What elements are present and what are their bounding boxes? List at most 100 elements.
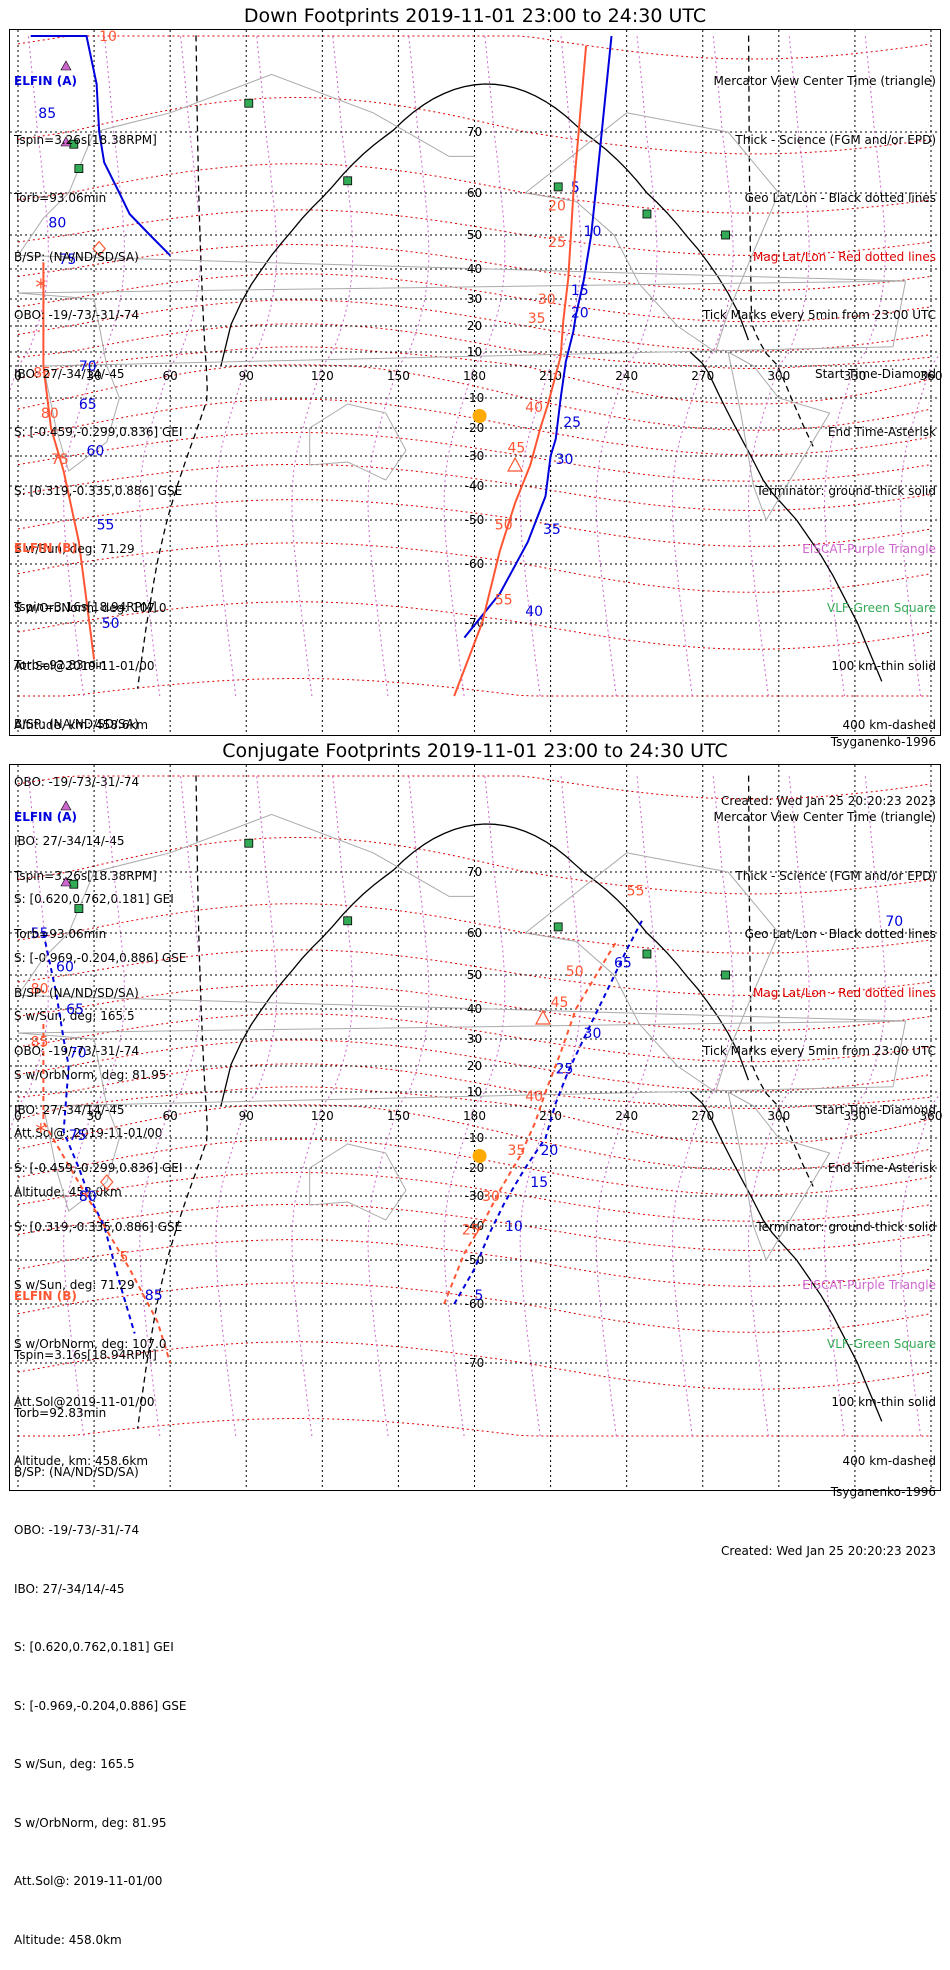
terminator-north: [220, 823, 750, 1107]
coastline: [727, 1091, 831, 1262]
elfin-a-time-tick: 80: [48, 215, 66, 231]
info-line: Torb=92.83min: [14, 658, 107, 672]
vlf-station-marker: [343, 916, 353, 926]
conjugate-panel-frame: [9, 764, 941, 1491]
elfin-b-time-tick: 20: [548, 199, 566, 215]
lon-tick-label: 240: [615, 369, 638, 383]
elfin-b-time-tick: 35: [528, 311, 546, 327]
coastline: [524, 112, 780, 353]
elfin-a-time-tick: 65: [614, 955, 632, 971]
down-legend: Mercator View Center Time (triangle) Thi…: [703, 33, 936, 755]
mag-lat-line: [17, 903, 932, 954]
end-asterisk-marker: *: [35, 1121, 46, 1146]
elfin-a-time-tick: 85: [38, 106, 56, 122]
info-line: S: [0.620,0.762,0.181] GEI: [14, 1640, 174, 1654]
sun-subpoint-marker: [472, 409, 487, 423]
info-line: B/SP: (NA/ND/SD/SA): [14, 716, 139, 731]
eiscat-triangle-marker: [60, 136, 72, 147]
info-line: S w/Sun, deg: 71.29: [14, 542, 135, 556]
lon-tick-label: 150: [387, 369, 410, 383]
coastline: [309, 403, 407, 481]
elfin-b-time-tick: 85: [31, 1035, 49, 1051]
info-line: Altitude, km: 458.6km: [14, 1453, 149, 1468]
lon-tick-label: 180: [463, 369, 486, 383]
legend-line: 400 km-dashed: [842, 1453, 936, 1468]
elfin-a-time-tick: 15: [571, 283, 589, 299]
info-line: IBO: 27/-34/14/-45: [14, 1102, 125, 1117]
elfin-a-time-tick: 60: [86, 443, 104, 459]
conjugate-legend: Mercator View Center Time (triangle) Thi…: [703, 769, 936, 1491]
info-line: S w/Sun, deg: 71.29: [14, 1278, 135, 1292]
legend-line: Start Time-Diamond: [814, 366, 936, 381]
lon-tick-label: 330: [843, 369, 866, 383]
center-time-triangle: [534, 1009, 551, 1025]
coastline: [17, 813, 906, 1022]
model-label: Tsyganenko-1996: [830, 1485, 936, 1499]
lon-tick-label: 0: [14, 369, 22, 383]
lon-tick-label: 0: [14, 1109, 22, 1123]
lon-tick-label: 90: [239, 369, 254, 383]
lon-tick-label: 360: [920, 1109, 943, 1123]
elfin-b-time-tick: 35: [507, 1143, 525, 1159]
elfin-a-time-tick: 15: [530, 1175, 548, 1191]
legend-line: End Time-Asterisk: [827, 1161, 936, 1175]
vlf-station-marker: [74, 164, 84, 174]
lon-tick-label: 30: [86, 369, 101, 383]
elfin-b-time-tick: 30: [482, 1189, 500, 1205]
coastline: [727, 351, 831, 522]
lat-tick-label: 50: [467, 228, 482, 242]
info-line: IBO: 27/-34/14/-45: [14, 833, 125, 848]
map-layer: [10, 765, 940, 1490]
elfin-b-time-tick: 25: [462, 1222, 480, 1238]
info-line: B/SP: (NA/ND/SD/SA): [14, 249, 139, 264]
vlf-station-marker: [244, 98, 254, 108]
info-line: Altitude: 458.0km: [14, 1184, 122, 1199]
elfin-b-time-tick: 40: [525, 400, 543, 416]
elfin-a-time-tick: 70: [79, 359, 97, 375]
elfin-b-time-tick: 50: [566, 964, 584, 980]
coastline: [524, 852, 780, 1093]
info-line: Torb=92.83min: [14, 1406, 107, 1420]
vlf-station-marker: [343, 176, 353, 186]
elfin-a-time-tick: 85: [145, 1288, 163, 1304]
elfin-b-time-tick: 55: [627, 883, 645, 899]
lat-tick-label: -70: [465, 1356, 485, 1370]
elfin-a-time-tick: 70: [885, 914, 903, 930]
down-panel-title: Down Footprints 2019-11-01 23:00 to 24:3…: [243, 5, 707, 27]
lat-tick-label: 10: [467, 345, 482, 359]
terminator-dashed-east: [747, 775, 815, 1188]
lat-tick-label: -50: [465, 1253, 485, 1267]
lon-tick-label: 180: [463, 1109, 486, 1123]
legend-line: Tick Marks every 5min from 23:00 UTC: [702, 308, 936, 322]
legend-line: Mercator View Center Time (triangle): [713, 74, 936, 88]
elfin-a-time-tick: 20: [571, 306, 589, 322]
elfin-b-time-tick: 30: [538, 292, 556, 308]
conjugate-elfin-b-info: ELFIN (B) Tspin=3.16s[18.94RPM] Torb=92.…: [14, 1248, 187, 1970]
elfin-b-time-tick: 80: [31, 982, 49, 998]
lat-tick-label: 20: [467, 319, 482, 333]
lon-tick-label: 30: [86, 1109, 101, 1123]
lat-tick-label: 50: [467, 968, 482, 982]
elfin-b-title: ELFIN (B): [14, 541, 77, 555]
elfin-a-time-tick: 65: [66, 1002, 84, 1018]
lat-tick-label: -10: [465, 391, 485, 405]
lon-tick-label: 60: [163, 369, 178, 383]
vlf-station-marker: [244, 838, 254, 848]
lat-tick-label: -50: [465, 513, 485, 527]
down-footprints-map: 0 30 60 90 120 150 180 210 240 270 300 330 360 70 60 50…: [10, 29, 942, 735]
info-line: S w/OrbNorm, deg: 107.0: [14, 1336, 167, 1351]
lon-tick-label: 120: [311, 369, 334, 383]
terminator-south: [689, 351, 883, 682]
lat-tick-label: 40: [467, 1002, 482, 1016]
map-layer: [10, 30, 940, 735]
info-line: S: [0.620,0.762,0.181] GEI: [14, 892, 174, 906]
lat-tick-label: -60: [465, 557, 485, 571]
legend-line: End Time-Asterisk: [827, 425, 936, 439]
mag-lat-line: [17, 837, 932, 895]
elfin-b-track: [42, 940, 618, 1364]
info-line: OBO: -19/-73/-31/-74: [14, 308, 140, 322]
end-asterisk-marker: *: [35, 276, 46, 301]
elfin-a-time-tick: 50: [102, 616, 120, 632]
lon-tick-label: 300: [767, 1109, 790, 1123]
info-line: Att.Sol@2019-11-01/00: [14, 1395, 155, 1409]
